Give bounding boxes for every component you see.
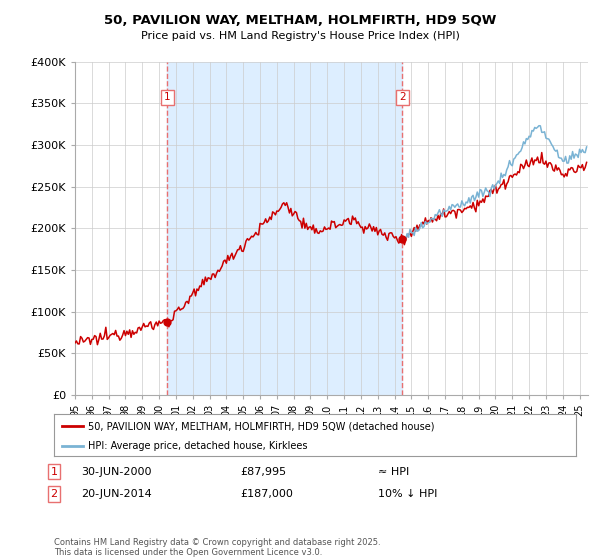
Text: 2: 2 <box>399 92 406 102</box>
Text: 50, PAVILION WAY, MELTHAM, HOLMFIRTH, HD9 5QW (detached house): 50, PAVILION WAY, MELTHAM, HOLMFIRTH, HD… <box>88 421 434 431</box>
Text: £187,000: £187,000 <box>240 489 293 499</box>
Text: Price paid vs. HM Land Registry's House Price Index (HPI): Price paid vs. HM Land Registry's House … <box>140 31 460 41</box>
Text: ≈ HPI: ≈ HPI <box>378 466 409 477</box>
Text: 10% ↓ HPI: 10% ↓ HPI <box>378 489 437 499</box>
Text: HPI: Average price, detached house, Kirklees: HPI: Average price, detached house, Kirk… <box>88 441 307 451</box>
Text: 2: 2 <box>50 489 58 499</box>
Text: 20-JUN-2014: 20-JUN-2014 <box>81 489 152 499</box>
Text: 1: 1 <box>164 92 170 102</box>
Text: 30-JUN-2000: 30-JUN-2000 <box>81 466 151 477</box>
Text: £87,995: £87,995 <box>240 466 286 477</box>
Text: 50, PAVILION WAY, MELTHAM, HOLMFIRTH, HD9 5QW: 50, PAVILION WAY, MELTHAM, HOLMFIRTH, HD… <box>104 14 496 27</box>
Bar <box>167 62 403 395</box>
Text: Contains HM Land Registry data © Crown copyright and database right 2025.
This d: Contains HM Land Registry data © Crown c… <box>54 538 380 557</box>
Text: 1: 1 <box>50 466 58 477</box>
